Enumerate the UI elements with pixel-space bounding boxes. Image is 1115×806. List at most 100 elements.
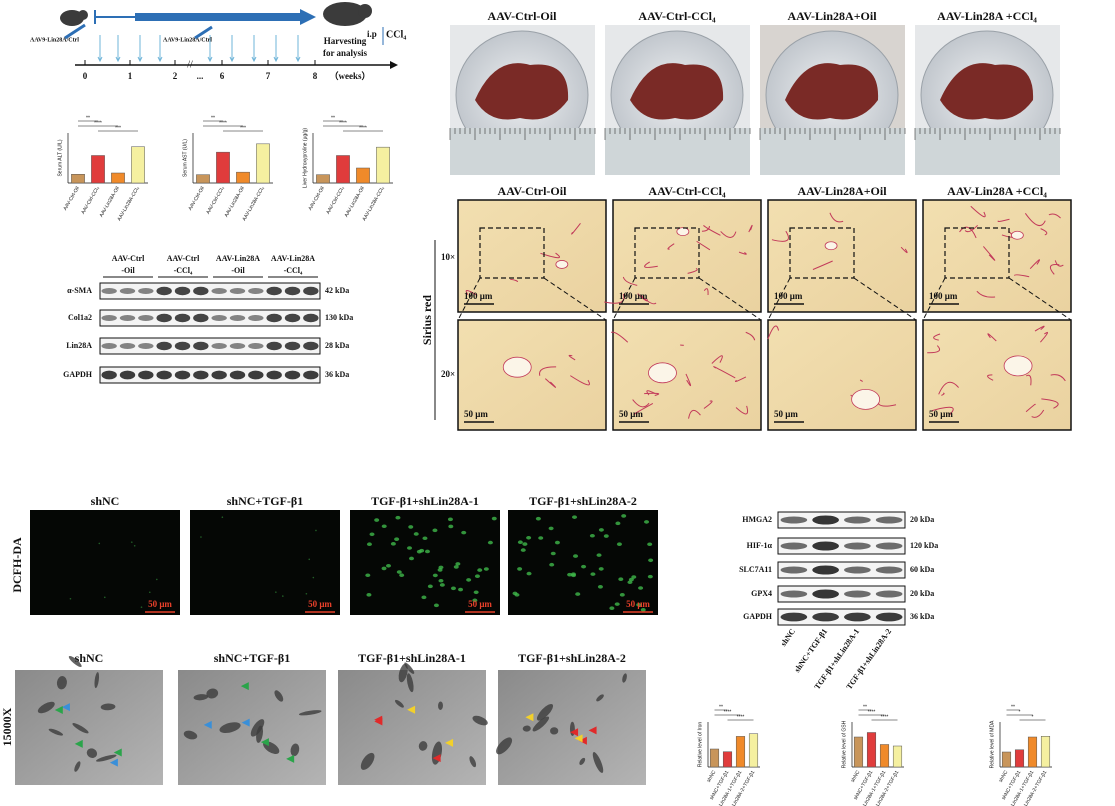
cell xyxy=(472,598,478,603)
group-label: AAV-Lin28A xyxy=(216,254,260,263)
sig-label: ** xyxy=(86,115,90,121)
collagen xyxy=(859,379,863,382)
mitochondrion xyxy=(100,703,116,711)
cell xyxy=(538,536,544,540)
ruler xyxy=(915,128,1060,175)
panel-title: shNC xyxy=(75,651,104,665)
cell xyxy=(419,548,425,553)
stain-label: Sirius red xyxy=(420,295,434,345)
band xyxy=(156,370,172,380)
blot-strip xyxy=(777,585,906,603)
band xyxy=(303,370,319,380)
bar xyxy=(111,172,125,184)
cell xyxy=(647,542,653,547)
bar xyxy=(1040,736,1051,768)
mitochondrion xyxy=(219,722,241,733)
mitochondrion xyxy=(394,699,404,708)
band-size: 120 kDa xyxy=(910,541,938,550)
cell xyxy=(413,532,419,536)
group-label: -CCl₄ xyxy=(284,266,303,275)
cell xyxy=(312,576,315,579)
mitochondrion xyxy=(37,701,55,714)
cell xyxy=(535,516,541,521)
band xyxy=(101,314,117,322)
ruler xyxy=(450,128,595,175)
scale-label: 100 μm xyxy=(929,291,958,301)
panel-title: shNC xyxy=(91,494,120,508)
cell xyxy=(477,568,483,572)
band xyxy=(875,542,903,550)
ruler xyxy=(760,128,905,175)
collagen xyxy=(696,241,711,251)
band xyxy=(193,370,209,380)
cell xyxy=(648,558,654,563)
collagen xyxy=(767,325,780,340)
cell xyxy=(447,517,453,522)
cell xyxy=(554,540,560,545)
cell xyxy=(491,516,497,521)
arrowhead xyxy=(240,682,249,691)
collagen xyxy=(540,252,560,259)
band xyxy=(156,313,172,323)
collagen xyxy=(1054,260,1064,267)
sig-label: ** xyxy=(863,704,867,710)
band xyxy=(229,342,246,350)
arrowhead xyxy=(588,726,597,735)
cell xyxy=(396,570,402,574)
collagen xyxy=(1041,398,1059,409)
y-axis-label: Liver Hydroxyproline (μg/g) xyxy=(302,128,308,188)
mitochondrion xyxy=(579,757,586,765)
cell xyxy=(603,534,609,538)
collagen xyxy=(687,267,698,274)
cell xyxy=(406,546,412,550)
mitochondrion xyxy=(522,725,531,732)
cell xyxy=(395,515,401,520)
photo-title: AAV-Ctrl-Oil xyxy=(488,9,558,23)
arrowhead xyxy=(578,736,587,745)
collagen xyxy=(976,290,996,298)
histology-title: AAV-Ctrl-Oil xyxy=(498,184,568,198)
x-tick-label: AAV-Lin28A-Oil xyxy=(343,186,365,219)
collagen xyxy=(748,224,753,233)
cell xyxy=(133,545,136,547)
fluorescence xyxy=(508,510,658,615)
time-label: 2 xyxy=(173,71,178,81)
time-label: 0 xyxy=(83,71,88,81)
blot-strip xyxy=(777,537,906,555)
arrowhead xyxy=(374,717,383,726)
y-axis-label: Serum ALT (U/L) xyxy=(57,139,63,176)
collagen xyxy=(539,366,557,376)
cell xyxy=(409,556,415,561)
arrowhead xyxy=(286,754,295,763)
band xyxy=(875,590,903,598)
band xyxy=(844,566,871,574)
band xyxy=(156,286,172,296)
group-label: AAV-Ctrl xyxy=(112,254,145,263)
zoom-line xyxy=(1008,277,1072,321)
mitochondrion xyxy=(96,754,117,762)
band xyxy=(780,566,808,574)
band xyxy=(812,612,839,622)
collagen xyxy=(610,331,629,343)
injection-arrow xyxy=(97,56,103,63)
collagen xyxy=(927,345,940,354)
injection-label: AAV9-Lin28A/Ctrl xyxy=(163,37,212,43)
band xyxy=(211,314,227,322)
mitochondrion xyxy=(360,752,375,770)
x-tick-label: AAV-Ctrl-Oil xyxy=(307,186,325,212)
band xyxy=(193,286,209,296)
injection-arrow xyxy=(207,56,213,63)
group-label: -Oil xyxy=(231,266,245,275)
x-tick-label: AAV-Ctrl-Oil xyxy=(62,186,80,212)
cell xyxy=(221,516,224,519)
blot-strip xyxy=(99,309,321,327)
group-label: -Oil xyxy=(121,266,135,275)
band xyxy=(284,313,301,323)
magnification: 10× xyxy=(441,252,455,262)
cell xyxy=(616,542,622,546)
mitochondrion xyxy=(550,727,559,735)
collagen xyxy=(510,278,519,282)
liver xyxy=(785,63,879,120)
cell xyxy=(427,584,433,589)
band xyxy=(266,313,282,323)
